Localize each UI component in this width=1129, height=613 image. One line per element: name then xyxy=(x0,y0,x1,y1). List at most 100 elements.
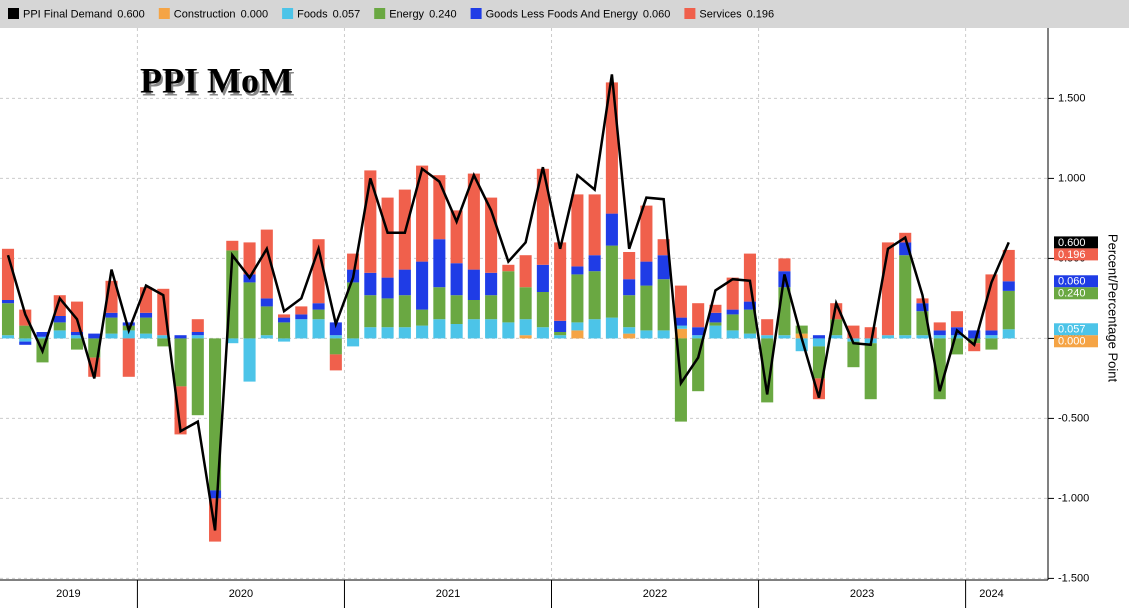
bar-segment xyxy=(519,319,532,336)
bar-segment xyxy=(70,335,84,339)
bar-segment xyxy=(554,332,567,336)
value-flag xyxy=(1054,236,1098,249)
bar-segment xyxy=(812,335,825,339)
bar-segment xyxy=(692,335,705,339)
bar-segment xyxy=(398,327,411,339)
bar-segment xyxy=(53,330,66,339)
bar-segment xyxy=(709,322,722,326)
value-flag-label: 0.240 xyxy=(1058,288,1086,300)
bar-segment xyxy=(260,335,273,339)
bar-segment xyxy=(623,295,636,328)
bar-segment xyxy=(174,338,187,387)
bar-segment xyxy=(881,335,895,339)
bar-segment xyxy=(450,263,463,296)
bar-segment xyxy=(174,335,187,339)
value-flag xyxy=(1054,248,1098,261)
bar-segment xyxy=(347,282,360,339)
bar-segment xyxy=(485,319,498,339)
legend-label: Construction xyxy=(174,8,236,20)
value-flag xyxy=(1054,287,1098,300)
bar-segment xyxy=(605,245,618,318)
bar-segment xyxy=(916,335,929,339)
bar-segment xyxy=(864,343,877,400)
bar-segment xyxy=(536,264,549,292)
bar-segment xyxy=(278,322,291,339)
bar-segment xyxy=(778,258,791,272)
bar-segment xyxy=(588,255,601,272)
bar-segment xyxy=(657,255,670,280)
bar-segment xyxy=(139,317,153,334)
bar-segment xyxy=(726,277,739,310)
bar-segment xyxy=(329,335,342,339)
bar-segment xyxy=(571,322,584,331)
legend-label: PPI Final Demand xyxy=(23,8,112,20)
bar-segment xyxy=(416,165,429,262)
bar-segment xyxy=(209,490,222,499)
bar-segment xyxy=(588,194,601,256)
bar-segment xyxy=(674,328,687,339)
bar-segment xyxy=(985,338,998,350)
bar-segment xyxy=(864,327,877,339)
bar-segment xyxy=(243,282,256,339)
bar-segment xyxy=(122,338,135,377)
bar-segment xyxy=(571,330,584,339)
bar-segment xyxy=(139,333,153,339)
legend-value: 0.057 xyxy=(333,8,361,20)
bar-segment xyxy=(743,253,756,302)
bar-segment xyxy=(329,338,342,355)
bar-segment xyxy=(329,354,342,371)
bar-segment xyxy=(70,338,84,350)
bar-segment xyxy=(692,303,705,328)
bar-segment xyxy=(812,338,825,347)
x-group-label: 2022 xyxy=(643,588,667,600)
bar-segment xyxy=(692,327,705,336)
bar-segment xyxy=(709,325,722,339)
bar-segment xyxy=(381,197,394,278)
x-group-label: 2020 xyxy=(229,588,253,600)
bar-segment xyxy=(968,330,981,339)
bar-segment xyxy=(416,325,429,339)
legend-swatch xyxy=(470,8,482,19)
bar-segment xyxy=(761,335,774,339)
bar-segment xyxy=(812,346,825,379)
bar-segment xyxy=(122,330,135,339)
bar-segment xyxy=(640,330,653,339)
bar-segment xyxy=(519,255,532,288)
bar-segment xyxy=(588,271,601,320)
bar-segment xyxy=(536,327,549,339)
bar-segment xyxy=(191,335,204,339)
bar-segment xyxy=(243,338,256,382)
bar-segment xyxy=(588,319,601,339)
bar-segment xyxy=(191,319,204,332)
bar-segment xyxy=(450,295,463,324)
bar-segment xyxy=(347,338,360,347)
legend-swatch xyxy=(282,8,294,19)
bar-segment xyxy=(485,272,498,296)
x-group-label: 2021 xyxy=(436,588,460,600)
legend-label: Goods Less Foods And Energy xyxy=(486,8,639,20)
bar-segment xyxy=(122,322,135,326)
bar-segment xyxy=(53,316,66,323)
bar-segment xyxy=(295,306,308,315)
bar-segment xyxy=(623,327,636,334)
bar-segment xyxy=(36,336,49,339)
bar-segment xyxy=(53,322,66,331)
bar-segment xyxy=(1002,281,1015,291)
bar-segment xyxy=(657,279,670,331)
bar-segment xyxy=(278,338,291,342)
bar-segment xyxy=(19,325,32,339)
bar-segment xyxy=(191,338,204,416)
value-flag xyxy=(1054,335,1098,348)
bar-segment xyxy=(554,242,567,321)
legend-value: 0.000 xyxy=(241,8,269,20)
bar-segment xyxy=(536,168,549,265)
bar-segment xyxy=(502,271,515,323)
bar-segment xyxy=(433,287,446,320)
bar-segment xyxy=(312,319,325,339)
bar-segment xyxy=(312,309,325,320)
legend-value: 0.240 xyxy=(429,8,457,20)
y-tick-label: -0.500 xyxy=(1058,412,1089,424)
bar-segment xyxy=(847,338,860,342)
bar-segment xyxy=(191,332,204,336)
bar-segment xyxy=(381,298,394,328)
